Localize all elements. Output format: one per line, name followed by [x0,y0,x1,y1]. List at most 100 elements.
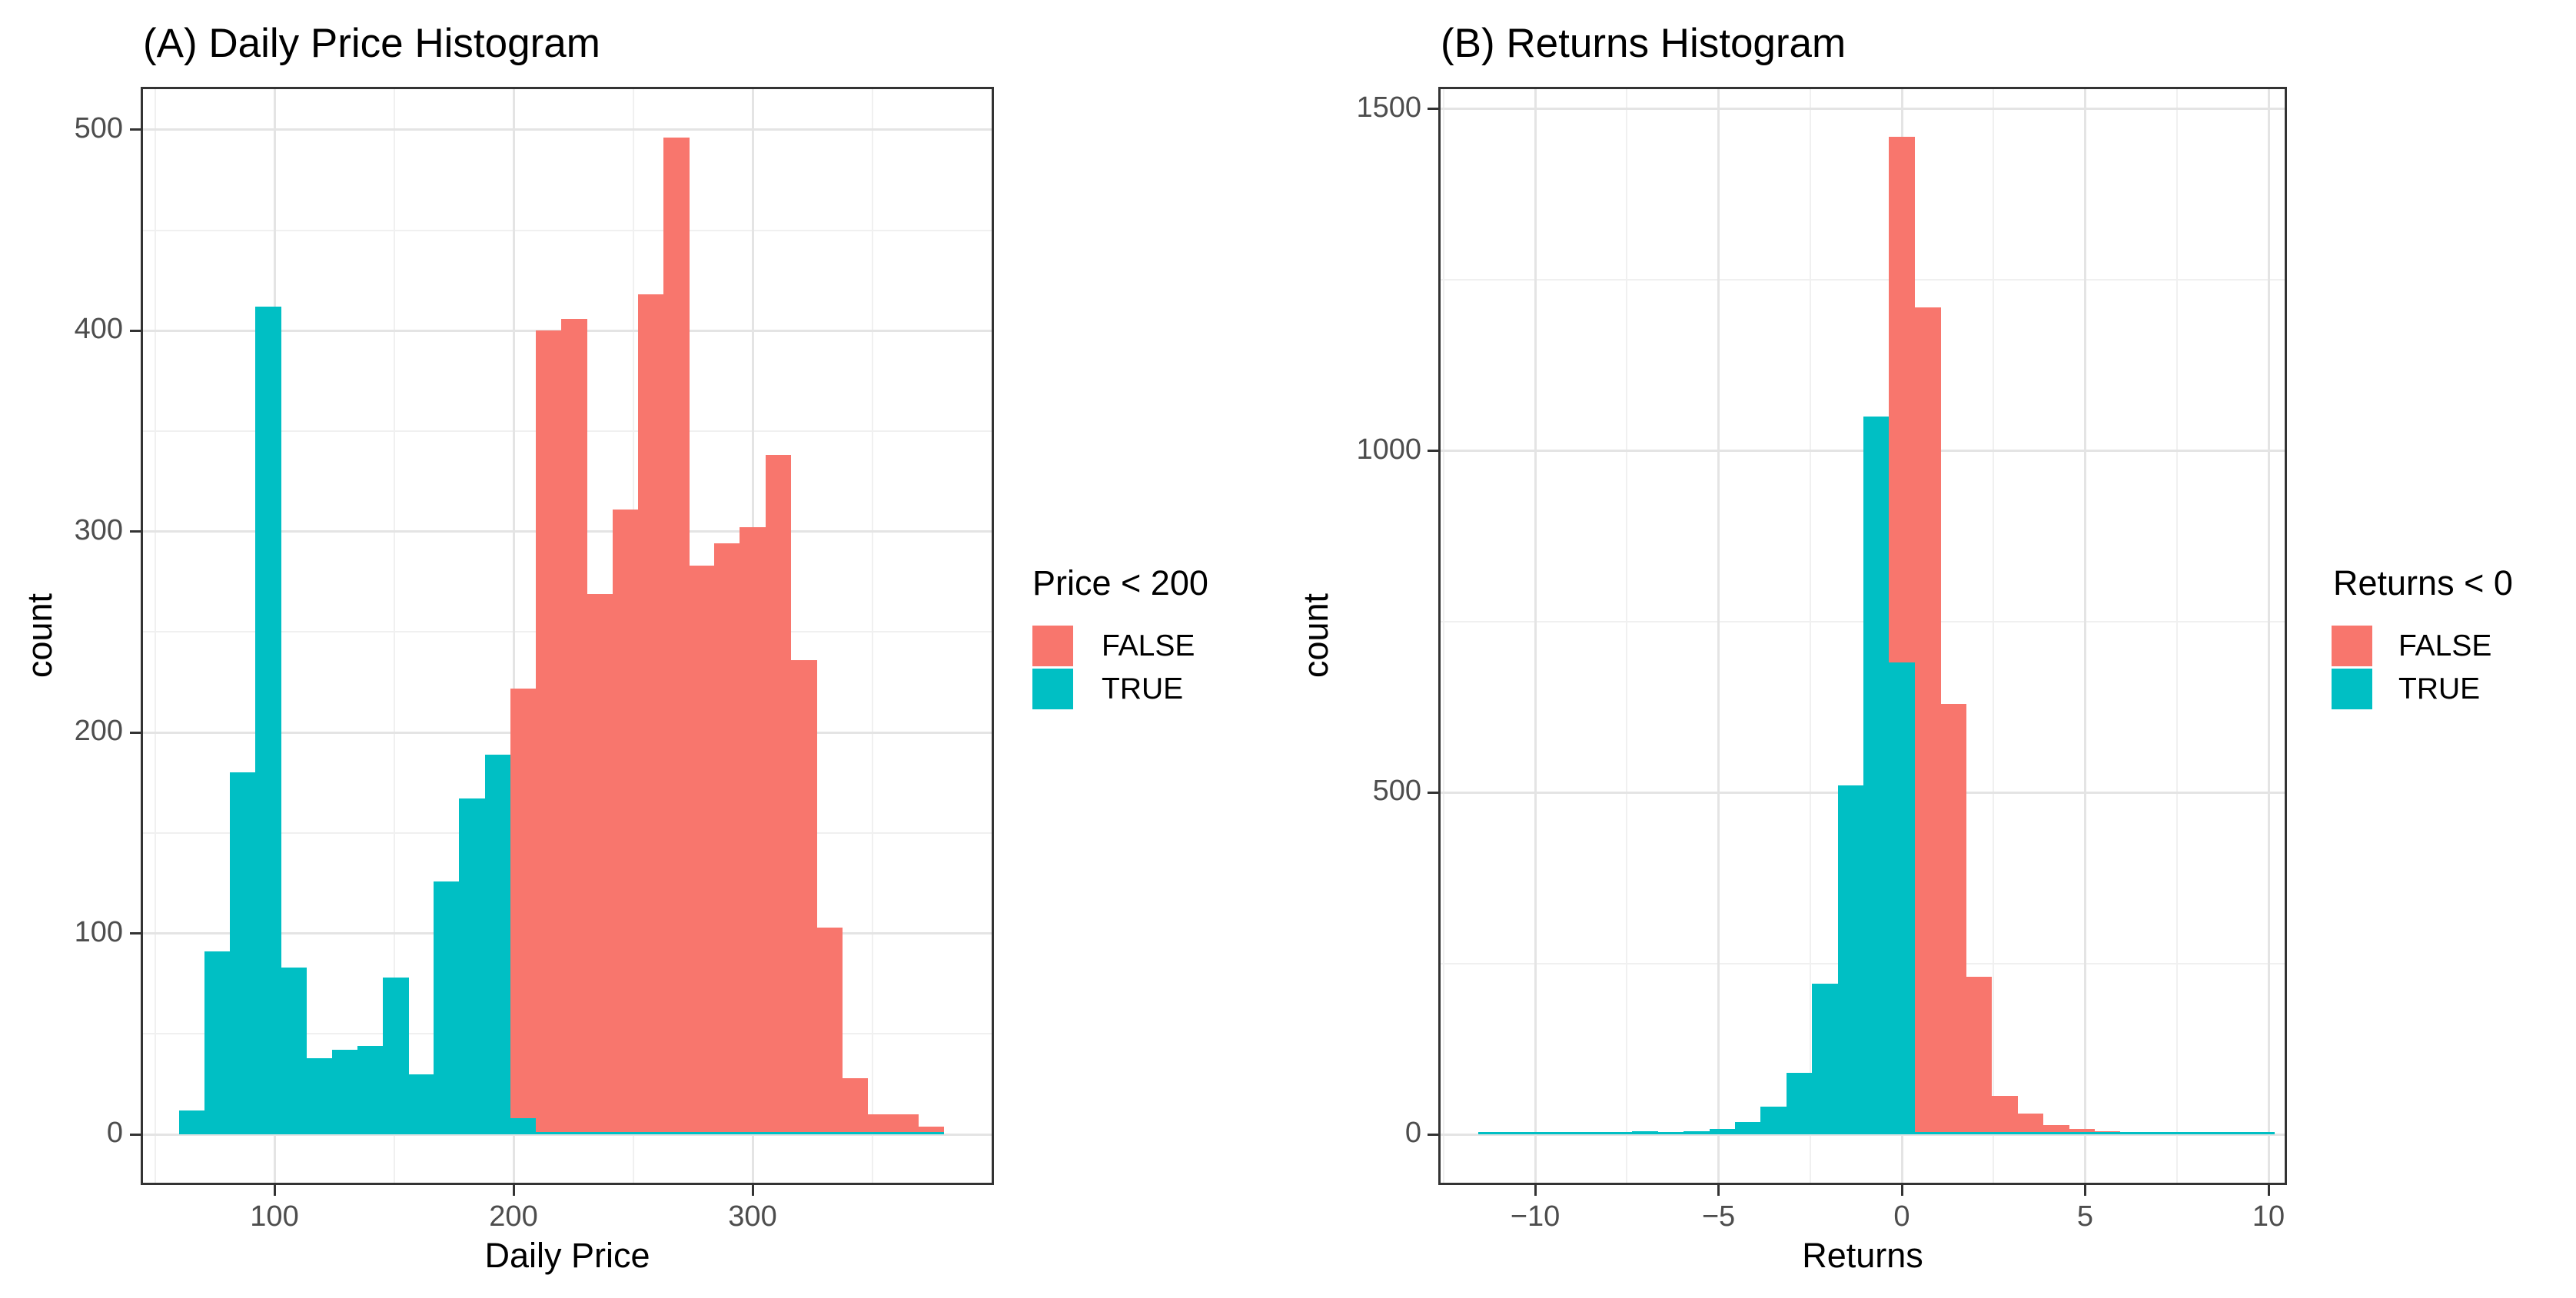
panel-b-x-tick-mark [1717,1185,1720,1196]
panel-a-bar-false [842,1077,868,1134]
panel-a-title: (A) Daily Price Histogram [143,21,600,66]
panel-a-y-tick-label: 0 [106,1116,123,1149]
panel-a-bar-true [306,1057,333,1134]
panel-a-bar-true [204,951,231,1134]
panel-b-gridline-x-major [2267,87,2270,1185]
panel-a-bar-false [637,294,664,1134]
panel-b-x-tick-mark [1900,1185,1903,1196]
panel-a-y-tick-mark [130,329,141,332]
panel-b-y-tick-mark [1428,791,1438,794]
panel-a-baseline-strip [178,1132,945,1134]
panel-b-bar-true [1889,662,1916,1134]
panel-a-gridline-x-minor [154,87,156,1185]
panel-b-y-axis-title: count [1296,593,1335,679]
panel-b-gridline-x-minor [1809,87,1811,1185]
panel-b-x-tick-mark [2267,1185,2270,1196]
panel-b-bar-false [1940,703,1967,1134]
panel-a-y-tick-mark [130,128,141,131]
panel-b-gridline-x-minor [2175,87,2178,1185]
panel-b-gridline-x-major [2084,87,2086,1185]
panel-a-y-tick-label: 400 [74,313,123,346]
panel-b-gridline-x-minor [1626,87,1628,1185]
panel-a-gridline-y-major [141,1133,994,1136]
panel-a-bar-false [790,660,817,1134]
panel-a-bar-false [612,509,639,1134]
panel-b-gridline-y-major [1438,450,2287,453]
panel-a-bar-false [663,138,690,1134]
panel-b-bar-false [2017,1114,2044,1134]
panel-a-bar-false [587,593,613,1134]
panel-b-bar-true [1812,984,1839,1134]
panel-b-gridline-y-minor [1438,620,2287,622]
legend-returns-false-swatch [2332,626,2372,666]
panel-a-y-axis-title: count [20,593,59,679]
panel-a-x-axis-title: Daily Price [484,1236,650,1275]
panel-a-bar-true [255,306,281,1134]
panel-b-y-tick-mark [1428,1133,1438,1136]
legend-price-title: Price < 200 [1032,563,1208,603]
panel-b-y-tick-label: 0 [1404,1116,1421,1149]
legend-price-true-swatch [1032,669,1073,709]
panel-b-gridline-y-major [1438,108,2287,111]
panel-b-x-tick-label: 0 [1893,1200,1910,1233]
panel-a-bar-false [536,330,562,1134]
panel-a-y-tick-mark [130,731,141,734]
panel-a-bar-true [459,798,486,1134]
panel-b-y-tick-mark [1428,108,1438,111]
panel-a-bar-true [281,968,307,1134]
panel-a-gridline-x-major [512,87,515,1185]
panel-a-bar-false [892,1114,919,1134]
panel-a-bar-true [434,881,460,1134]
panel-a-x-tick-mark [512,1185,515,1196]
panel-b-x-tick-label: 5 [2076,1200,2094,1233]
panel-b-gridline-y-minor [1438,279,2287,281]
panel-a-bar-true [357,1045,384,1134]
panel-b-bar-false [1889,136,1916,663]
panel-b-bar-true [1734,1121,1761,1134]
panel-a-bar-true [510,1118,537,1134]
panel-b-y-tick-mark [1428,450,1438,453]
legend-returns-true-swatch [2332,669,2372,709]
panel-b-y-tick-label: 1500 [1356,91,1421,124]
panel-b-bar-true [1786,1072,1813,1134]
panel-b-gridline-x-major [1717,87,1720,1185]
panel-b-baseline-strip [1478,1132,2275,1134]
panel-b-gridline-x-minor [1993,87,1995,1185]
legend-price-true-label: TRUE [1102,672,1184,705]
panel-a-x-tick-label: 300 [728,1200,777,1233]
panel-b-gridline-y-major [1438,1133,2287,1136]
panel-a-bar-false [740,527,766,1134]
legend-price-false-label: FALSE [1102,629,1195,662]
panel-a-bar-true [382,978,409,1134]
panel-a-y-tick-mark [130,530,141,533]
panel-b-bar-true [1863,417,1890,1134]
panel-a-bar-false [918,1126,945,1134]
panel-b-x-tick-mark [2084,1185,2086,1196]
panel-b-bar-false [1966,977,1993,1134]
panel-a-gridline-y-major [141,128,994,131]
panel-a-y-tick-label: 200 [74,714,123,747]
panel-b-bar-true [1760,1107,1787,1134]
panel-a-bar-true [229,772,256,1134]
panel-a-x-tick-label: 100 [250,1200,299,1233]
panel-b-gridline-x-minor [1442,87,1444,1185]
panel-b-bar-false [1991,1096,2018,1134]
panel-a-bar-true [331,1050,358,1134]
panel-a-x-tick-label: 200 [489,1200,538,1233]
panel-a-y-tick-mark [130,1133,141,1136]
panel-b-x-tick-label: 10 [2252,1200,2285,1233]
panel-a-bar-false [510,688,537,1119]
panel-b-x-tick-label: −5 [1701,1200,1736,1233]
panel-b-bar-false [2069,1128,2096,1134]
legend-returns-title: Returns < 0 [2333,563,2513,603]
panel-a-bar-false [867,1114,894,1134]
legend-price-false-swatch [1032,626,1073,666]
panel-a-gridline-y-minor [141,229,994,231]
panel-b-x-tick-label: −10 [1510,1200,1561,1233]
panel-a-bar-true [178,1110,205,1134]
panel-a-gridline-x-minor [393,87,395,1185]
panel-a-y-tick-mark [130,932,141,935]
panel-a-x-tick-mark [273,1185,276,1196]
panel-a-y-tick-label: 300 [74,513,123,546]
